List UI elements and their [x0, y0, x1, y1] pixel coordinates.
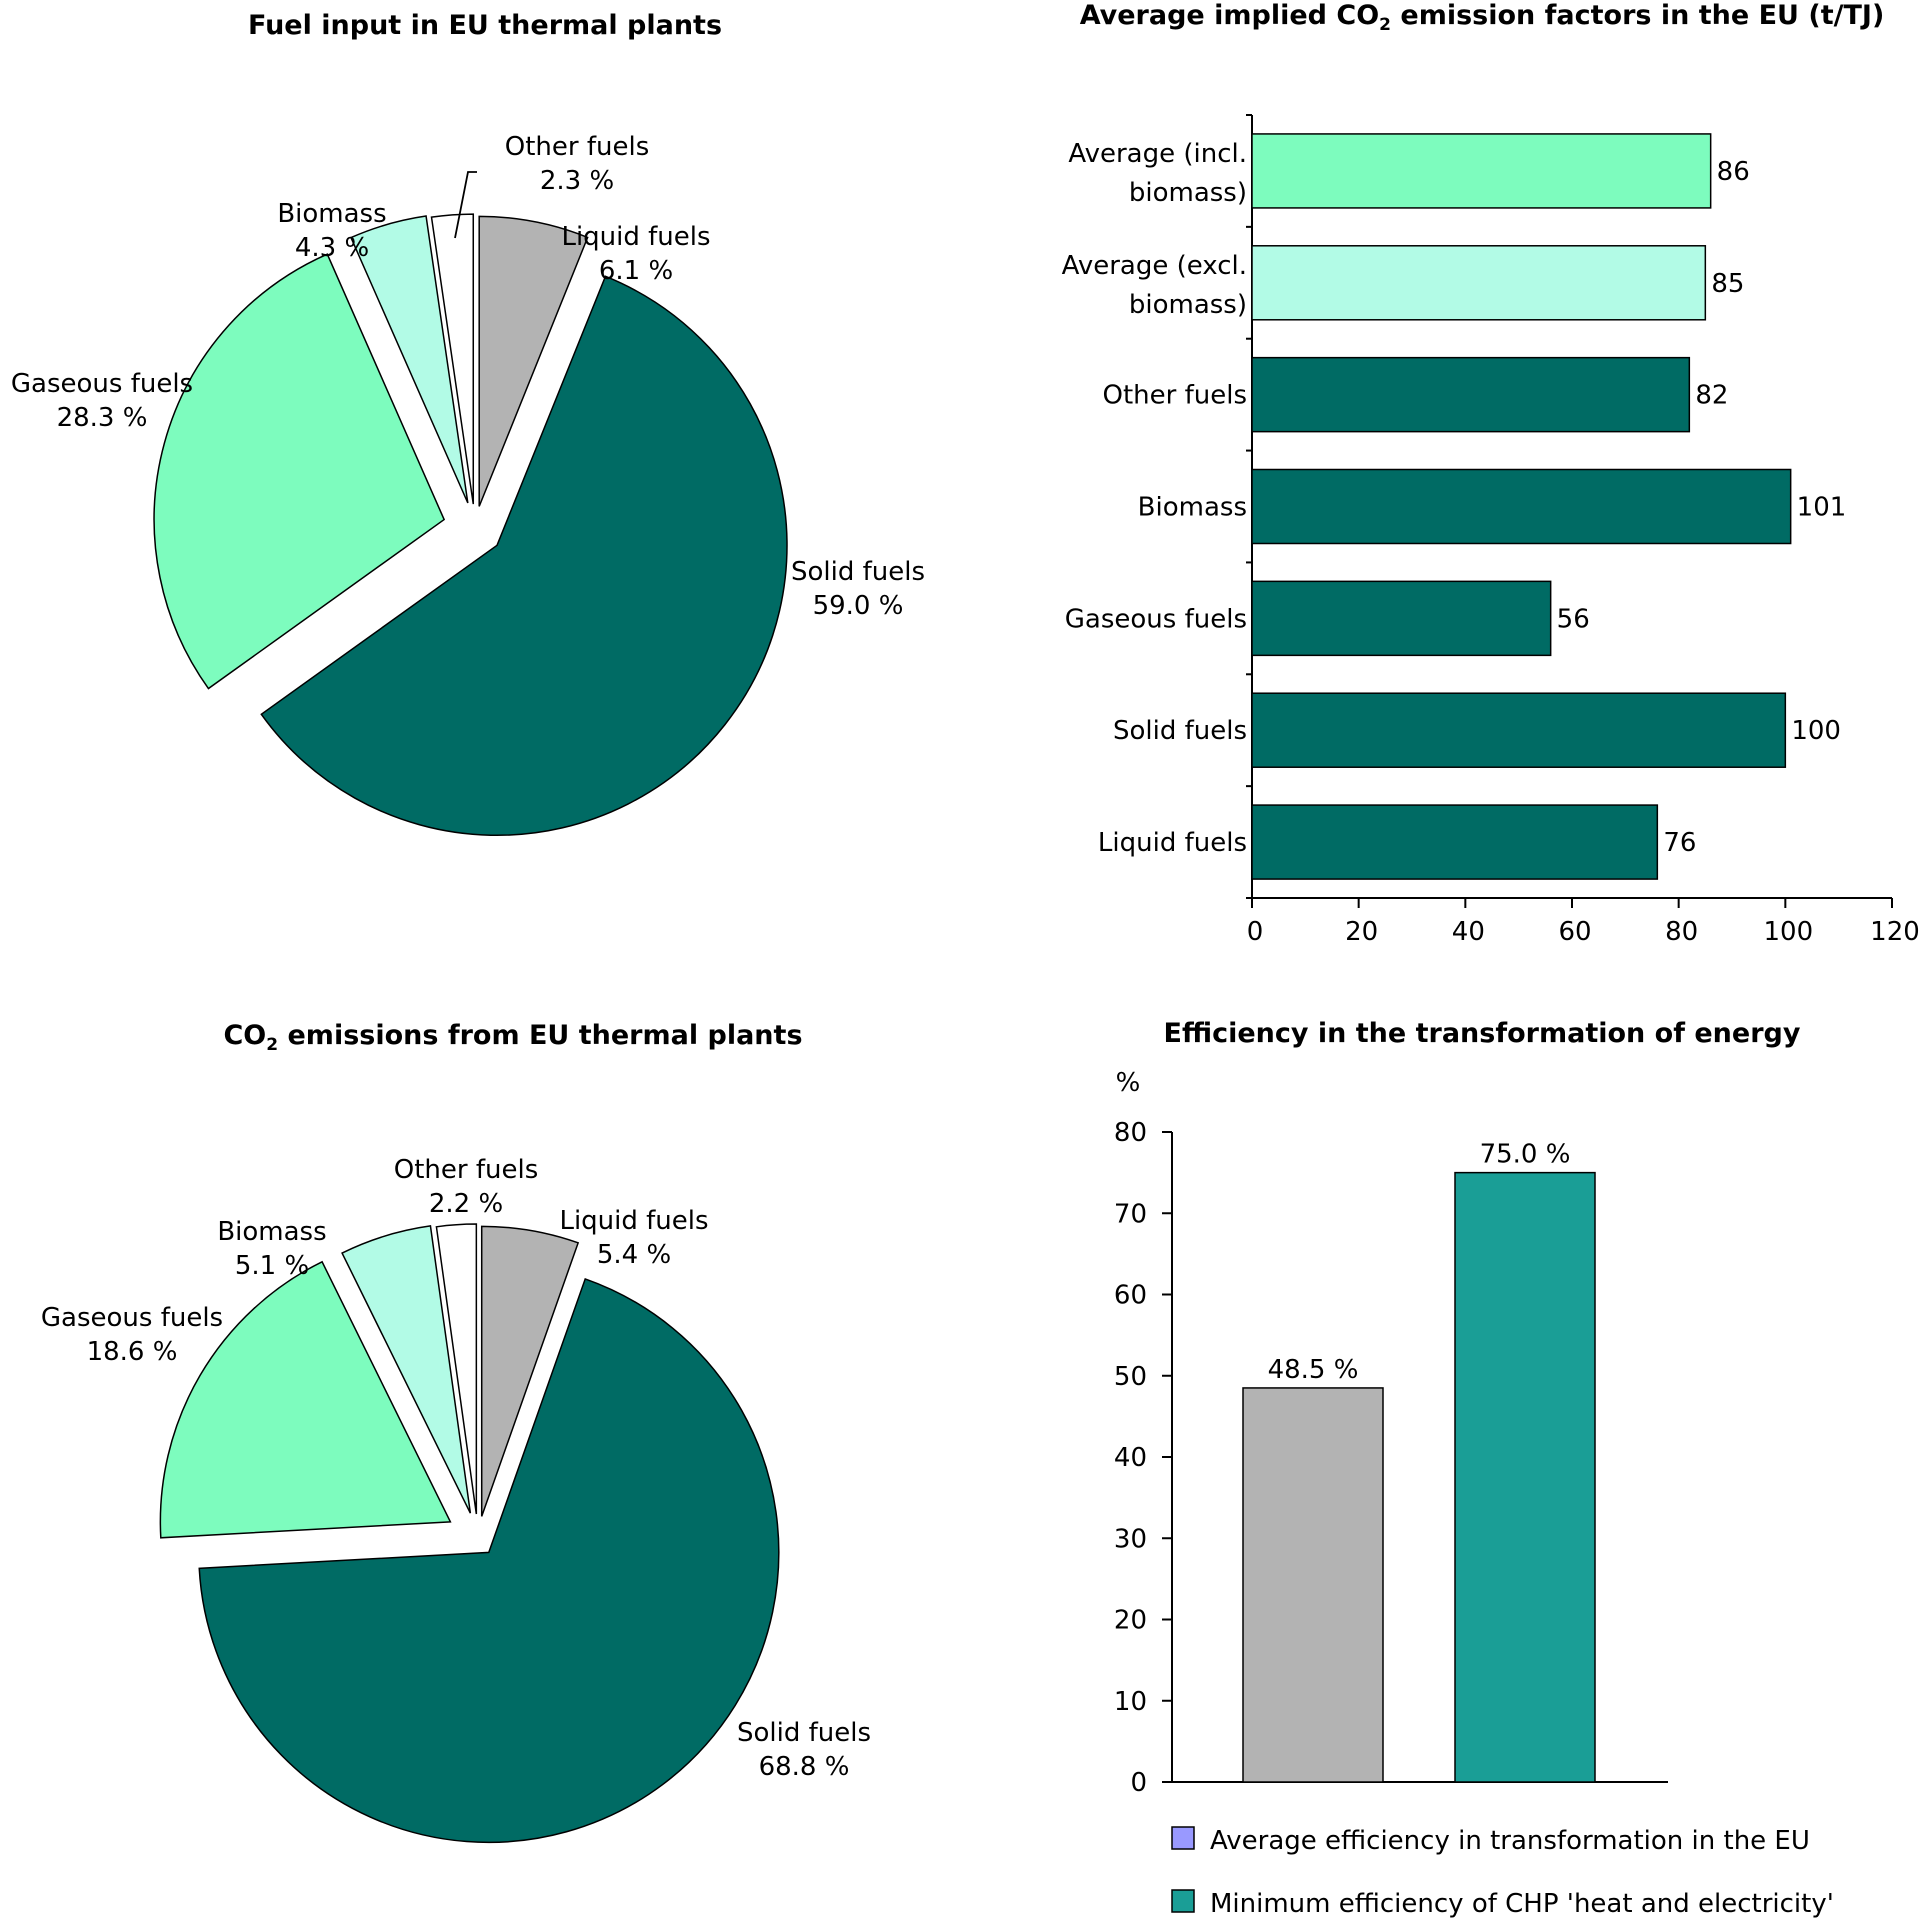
leader-line	[454, 171, 477, 239]
category-label: Average (excl.	[1062, 251, 1247, 281]
y-tick-label: 60	[1114, 1281, 1147, 1311]
pie-slice-other-fuels	[430, 213, 475, 505]
bar-1	[1251, 245, 1707, 321]
y-axis-unit-label: %	[1116, 1068, 1141, 1098]
x-tick-label: 100	[1764, 917, 1814, 947]
slice-label: Liquid fuels	[559, 1206, 708, 1236]
category-label: Solid fuels	[1113, 716, 1247, 746]
slice-value-label: 28.3 %	[57, 403, 148, 433]
slice-label: Gaseous fuels	[11, 369, 193, 399]
bar-6	[1251, 804, 1659, 880]
bar-2	[1251, 356, 1691, 433]
y-tick-label: 40	[1114, 1443, 1147, 1473]
pie-slice-liquid-fuels	[478, 215, 589, 507]
bar-value-label: 85	[1711, 269, 1744, 299]
bar-1	[1454, 1171, 1596, 1783]
pie-slice-biomass	[349, 215, 469, 504]
x-tick-label: 0	[1247, 917, 1264, 947]
bar-value-label: 100	[1791, 716, 1841, 746]
x-tick-label: 80	[1665, 917, 1698, 947]
pie1-title: Fuel input in EU thermal plants	[248, 10, 722, 41]
pie-slice-other-fuels	[435, 1223, 478, 1515]
pie-slice-biomass	[341, 1225, 472, 1514]
slice-value-label: 4.3 %	[295, 233, 369, 263]
bar-value-label: 82	[1695, 381, 1728, 411]
slice-label: Biomass	[277, 199, 386, 229]
slice-label: Other fuels	[394, 1155, 539, 1185]
bar-value-label: 56	[1557, 604, 1590, 634]
y-tick-label: 30	[1114, 1524, 1147, 1554]
slice-value-label: 2.2 %	[429, 1189, 503, 1219]
y-tick-label: 80	[1114, 1118, 1147, 1148]
category-label: biomass)	[1129, 178, 1247, 208]
y-tick-label: 10	[1114, 1687, 1147, 1717]
pie-slice-liquid-fuels	[480, 1225, 580, 1517]
slice-label: Gaseous fuels	[41, 1303, 223, 1333]
pie2-title: CO2 emissions from EU thermal plants	[223, 1020, 802, 1055]
category-label: Gaseous fuels	[1065, 604, 1247, 634]
y-tick-label: 50	[1114, 1362, 1147, 1392]
legend-swatch	[1171, 1826, 1195, 1850]
x-tick-label: 20	[1345, 917, 1378, 947]
x-tick-label: 120	[1870, 917, 1920, 947]
category-label: Liquid fuels	[1098, 828, 1247, 858]
pie-slice-gaseous-fuels	[153, 253, 446, 690]
pie-slice-solid-fuels	[198, 1277, 780, 1844]
slice-value-label: 18.6 %	[87, 1337, 178, 1367]
hbar-title: Average implied CO2 emission factors in …	[1080, 0, 1885, 35]
bar-5	[1251, 692, 1787, 768]
slice-value-label: 59.0 %	[813, 591, 904, 621]
category-label: Biomass	[1138, 493, 1247, 523]
pie-slice-gaseous-fuels	[159, 1260, 452, 1539]
category-label: biomass)	[1129, 290, 1247, 320]
pie-chart-fuel-input: Liquid fuels 6.1 % Solid fuels 59.0 % Gaseou…	[11, 132, 925, 836]
slice-value-label: 6.1 %	[599, 256, 673, 286]
legend-label: Minimum efficiency of CHP 'heat and elec…	[1210, 1889, 1834, 1919]
legend-swatch	[1171, 1889, 1195, 1913]
x-tick-label: 40	[1452, 917, 1485, 947]
legend-label: Average efficiency in transformation in …	[1210, 1826, 1810, 1856]
bar-3	[1251, 468, 1792, 545]
bar-0	[1251, 133, 1712, 209]
slice-value-label: 5.4 %	[597, 1240, 671, 1270]
efficiency-title: Efficiency in the transformation of ener…	[1164, 1018, 1801, 1049]
slice-label: Liquid fuels	[561, 222, 710, 252]
bar-value-label: 86	[1717, 157, 1750, 187]
slice-label: Solid fuels	[737, 1718, 871, 1748]
bar-chart-emission-factors: 0 20 40 60 80 100 120 86 Average (incl. biomass) 8…	[1062, 114, 1920, 947]
slice-value-label: 5.1 %	[235, 1251, 309, 1281]
bar-value-label: 101	[1797, 493, 1847, 523]
pie-slice-solid-fuels	[260, 275, 788, 836]
pie-chart-co2-emissions: Liquid fuels 5.4 % Solid fuels 68.8 % Gaseou…	[41, 1155, 871, 1844]
y-tick-label: 70	[1114, 1199, 1147, 1229]
category-label: Other fuels	[1103, 381, 1248, 411]
slice-value-label: 2.3 %	[540, 166, 614, 196]
bar-4	[1251, 580, 1552, 657]
category-label: Average (incl.	[1068, 139, 1247, 169]
bar-0	[1242, 1387, 1384, 1783]
bar-chart-efficiency: 0 10 20 30 40 50 60 70 80% 48.5 % 75.0 % Average ef…	[1114, 1068, 1834, 1919]
x-tick-label: 60	[1558, 917, 1591, 947]
slice-label: Solid fuels	[791, 557, 925, 587]
bar-value-label: 48.5 %	[1268, 1355, 1359, 1385]
y-tick-label: 20	[1114, 1606, 1147, 1636]
y-tick-label: 0	[1130, 1768, 1147, 1798]
bar-value-label: 75.0 %	[1480, 1140, 1571, 1170]
slice-label: Other fuels	[505, 132, 650, 162]
bar-value-label: 76	[1663, 828, 1696, 858]
slice-label: Biomass	[217, 1217, 326, 1247]
slice-value-label: 68.8 %	[759, 1752, 850, 1782]
